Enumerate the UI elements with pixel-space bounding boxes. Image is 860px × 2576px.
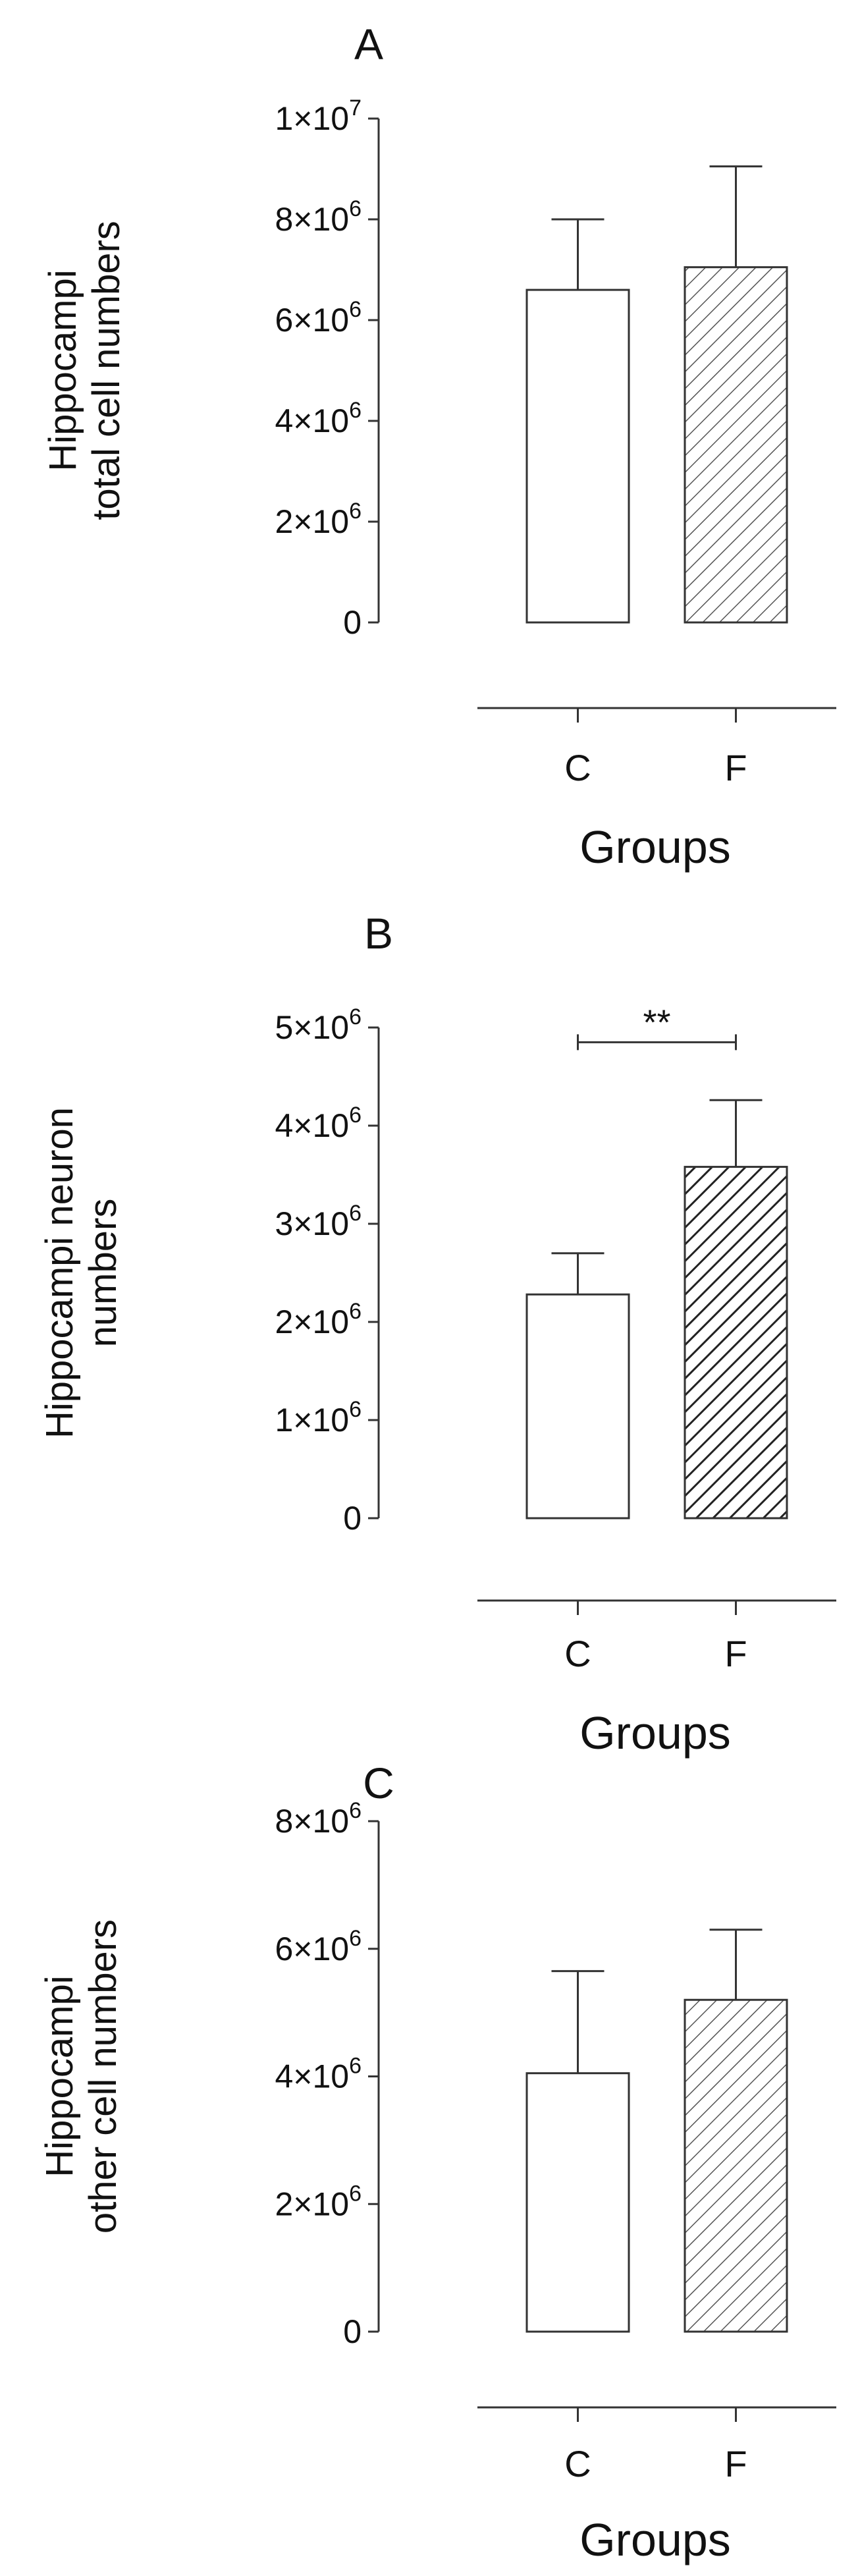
- bar-f: [684, 266, 788, 624]
- x-category-label: F: [724, 2443, 747, 2484]
- chart-panel-b: B 0 1×106 2×106 3×106 4×106 5×106 Hippocampi ne…: [38, 909, 836, 1759]
- x-axis-title: Groups: [579, 2514, 731, 2565]
- panel-letter: A: [354, 20, 383, 69]
- y-tick-label: 0: [343, 604, 362, 641]
- y-tick-label: 8×106: [275, 1798, 362, 1840]
- bar-f: [684, 1998, 788, 2333]
- x-axis-title: Groups: [579, 1707, 731, 1759]
- panel-letter: B: [364, 909, 393, 958]
- x-category-label: C: [564, 1633, 591, 1674]
- y-tick-label: 0: [343, 2313, 362, 2350]
- y-tick-label: 4×106: [275, 2054, 362, 2095]
- chart-panel-c: C 0 2×106 4×106 6×106 8×106 Hippocampiother ce…: [38, 1759, 836, 2565]
- y-tick-label: 2×106: [275, 499, 362, 540]
- bar-f: [684, 1166, 788, 1520]
- x-category-label: F: [724, 747, 747, 788]
- chart-panel-a: A 0 2×106 4×106 6×106 8×106 1×107 Hippocampitot…: [41, 20, 836, 873]
- x-category-label: F: [724, 1633, 747, 1674]
- y-tick-label: 4×106: [275, 398, 362, 439]
- x-category-label: C: [564, 747, 591, 788]
- y-tick-label: 1×106: [275, 1397, 362, 1439]
- y-axis-title: Hippocampiother cell numbers: [38, 1919, 124, 2233]
- y-tick-label: 6×106: [275, 1926, 362, 1967]
- y-tick-label: 2×106: [275, 1299, 362, 1340]
- y-tick-label: 5×106: [275, 1004, 362, 1046]
- y-tick-label: 2×106: [275, 2181, 362, 2222]
- y-tick-label: 3×106: [275, 1201, 362, 1242]
- x-category-label: C: [564, 2443, 591, 2484]
- y-tick-label: 0: [343, 1500, 362, 1537]
- significance-label: **: [643, 1002, 670, 1042]
- y-tick-label: 8×106: [275, 196, 362, 238]
- bar-c: [525, 2072, 630, 2333]
- y-tick-label: 1×107: [275, 96, 362, 137]
- y-tick-label: 6×106: [275, 297, 362, 339]
- y-axis-title: Hippocampi neuronnumbers: [38, 1107, 124, 1439]
- y-axis-title: Hippocampitotal cell numbers: [41, 221, 128, 520]
- bar-c: [525, 1293, 630, 1520]
- y-tick-label: 4×106: [275, 1103, 362, 1144]
- x-axis-title: Groups: [579, 821, 731, 873]
- panel-letter: C: [363, 1759, 394, 1807]
- bar-c: [525, 288, 630, 624]
